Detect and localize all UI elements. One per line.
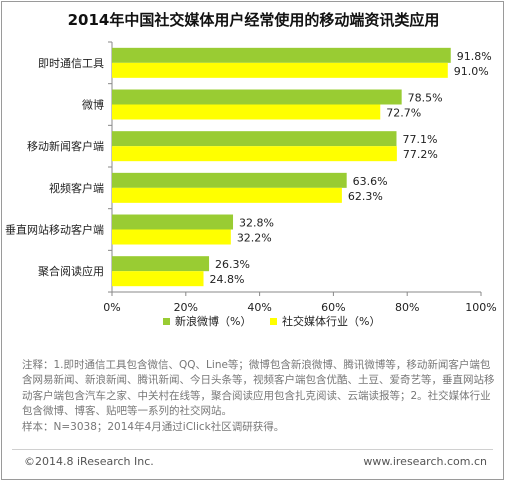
legend-swatch [270,318,277,325]
footer-divider [12,449,493,450]
x-tick-label: 80% [395,301,419,314]
bar [112,271,204,287]
category-label: 移动新闻客户端 [27,139,104,153]
note-text: 注释：1.即时通信工具包含微信、QQ、Line等；微博包含新浪微博、腾讯微博等，… [22,359,495,418]
category-label: 垂直网站移动客户端 [5,223,104,237]
bar [112,172,347,188]
value-label: 63.6% [353,175,388,188]
bar [112,146,397,162]
legend-swatch [163,318,170,325]
value-label: 62.3% [348,190,383,203]
bar [112,89,402,105]
category-label: 即时通信工具 [38,57,104,70]
bar [112,256,210,272]
bar [112,214,234,230]
value-label: 91.8% [457,50,492,63]
bar [112,187,342,203]
value-label: 32.8% [239,217,274,230]
sample-note: 样本：N=3038；2014年4月通过iClick社区调研获得。 [22,420,285,433]
bar-chart: 0% 20% 40% 60% 80% 100% 即时通信工具 91.8% 91.0% 微博 78.… [5,41,497,328]
website-url: www.iresearch.com.cn [363,455,487,468]
category-label: 视频客户端 [49,181,104,195]
value-label: 24.8% [210,273,245,286]
bar [112,62,448,78]
chart-notes: 注释：1.即时通信工具包含微信、QQ、Line等；微博包含新浪微博、腾讯微博等，… [22,358,498,435]
value-label: 77.1% [402,133,437,146]
chart-title: 2014年中国社交媒体用户经常使用的移动端资讯类应用 [67,11,440,29]
x-tick-label: 60% [321,301,345,314]
legend-label: 社交媒体行业（%） [282,314,380,328]
bar [112,229,231,245]
bar [112,104,381,120]
legend-label: 新浪微博（%） [175,314,251,328]
value-label: 26.3% [215,258,250,271]
category-label: 微博 [82,98,104,112]
value-label: 91.0% [454,65,489,78]
value-label: 72.7% [386,107,421,120]
value-label: 32.2% [237,232,272,245]
x-tick-label: 0% [103,301,120,314]
value-label: 78.5% [408,92,443,105]
bar [112,47,451,63]
copyright: ©2014.8 iResearch Inc. [24,455,154,468]
value-label: 77.2% [403,148,438,161]
bar [112,131,397,147]
x-tick-label: 100% [465,301,496,314]
x-tick-label: 40% [247,301,271,314]
category-label: 聚合阅读应用 [38,264,104,278]
x-tick-label: 20% [174,301,198,314]
